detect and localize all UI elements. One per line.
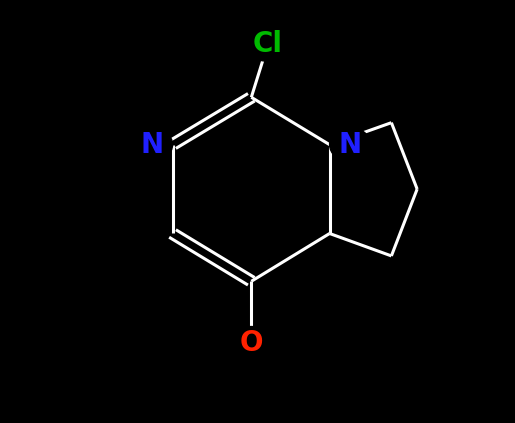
Circle shape <box>231 327 272 360</box>
Text: Cl: Cl <box>253 30 283 58</box>
Text: N: N <box>141 131 163 159</box>
Circle shape <box>131 128 173 162</box>
Circle shape <box>330 128 371 162</box>
Circle shape <box>247 27 288 61</box>
Text: N: N <box>339 131 362 159</box>
Text: O: O <box>239 330 263 357</box>
